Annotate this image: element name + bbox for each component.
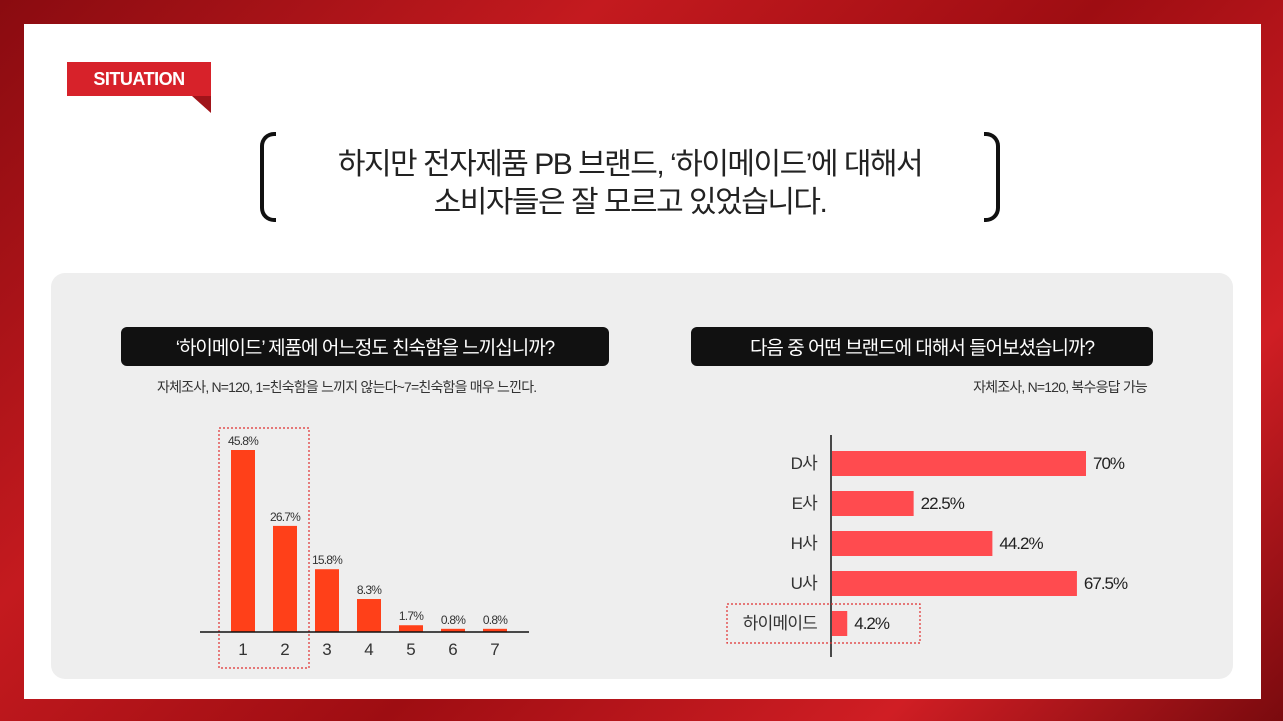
bar <box>315 569 339 632</box>
bar <box>832 571 1077 596</box>
x-tick-label: 2 <box>280 640 289 659</box>
category-label: U사 <box>791 574 818 593</box>
category-label: D사 <box>791 454 818 473</box>
data-label: 70% <box>1093 454 1125 473</box>
bar <box>441 628 465 632</box>
highlight-box <box>726 603 921 644</box>
category-label: E사 <box>792 494 819 513</box>
slide: SITUATION 하지만 전자제품 PB 브랜드, ‘하이메이드’에 대해서 … <box>24 24 1261 699</box>
bar <box>231 450 255 632</box>
data-label: 44.2% <box>999 534 1043 553</box>
headline-text: 하지만 전자제품 PB 브랜드, ‘하이메이드’에 대해서 소비자들은 잘 모르… <box>290 146 970 222</box>
x-tick-label: 3 <box>322 640 331 659</box>
data-label: 67.5% <box>1084 574 1128 593</box>
data-label: 4.2% <box>854 614 890 633</box>
data-label: 1.7% <box>399 609 424 623</box>
tag-fold <box>192 96 211 113</box>
charts-panel: ‘하이메이드’ 제품에 어느정도 친숙함을 느끼십니까? 자체조사, N=120… <box>51 273 1233 679</box>
left-bracket <box>260 132 276 222</box>
bar <box>832 531 993 556</box>
category-label: H사 <box>791 534 818 553</box>
data-label: 0.8% <box>441 613 466 627</box>
x-tick-label: 7 <box>490 640 499 659</box>
bar <box>273 525 297 632</box>
left-question: ‘하이메이드’ 제품에 어느정도 친숙함을 느끼십니까? <box>121 327 609 366</box>
data-label: 0.8% <box>483 613 508 627</box>
familiarity-bar-chart: 45.8% 1 26.7% 2 15.8% 3 8.3% 4 1.7% 5 0.8% 6 0.8% 7 <box>200 427 529 669</box>
bar <box>832 451 1086 476</box>
bar <box>832 611 848 636</box>
bar <box>399 625 423 632</box>
data-label: 8.3% <box>357 583 382 597</box>
left-note: 자체조사, N=120, 1=친숙함을 느끼지 않는다~7=친숙함을 매우 느낀… <box>157 379 537 395</box>
situation-tag: SITUATION <box>67 62 211 96</box>
data-label: 26.7% <box>270 510 301 524</box>
bar <box>832 491 914 516</box>
right-bracket <box>984 132 1000 222</box>
right-note: 자체조사, N=120, 복수응답 가능 <box>973 379 1148 395</box>
data-label: 15.8% <box>312 553 343 567</box>
right-question: 다음 중 어떤 브랜드에 대해서 들어보셨습니까? <box>691 327 1153 366</box>
data-label: 22.5% <box>921 494 965 513</box>
headline-line-2: 소비자들은 잘 모르고 있었습니다. <box>433 186 828 219</box>
x-tick-label: 5 <box>406 640 415 659</box>
category-label: 하이메이드 <box>743 614 817 633</box>
bar <box>357 599 381 632</box>
highlight-box <box>218 427 310 669</box>
brand-awareness-bar-chart: D사 70% E사 22.5% H사 44.2% U사 67.5% 하이메이드 4.2% <box>726 435 1129 657</box>
headline: 하지만 전자제품 PB 브랜드, ‘하이메이드’에 대해서 소비자들은 잘 모르… <box>260 132 1000 222</box>
bar <box>483 628 507 632</box>
headline-line-1: 하지만 전자제품 PB 브랜드, ‘하이메이드’에 대해서 <box>337 148 924 181</box>
x-tick-label: 1 <box>238 640 247 659</box>
data-label: 45.8% <box>228 434 259 448</box>
x-tick-label: 4 <box>364 640 373 659</box>
x-tick-label: 6 <box>448 640 457 659</box>
